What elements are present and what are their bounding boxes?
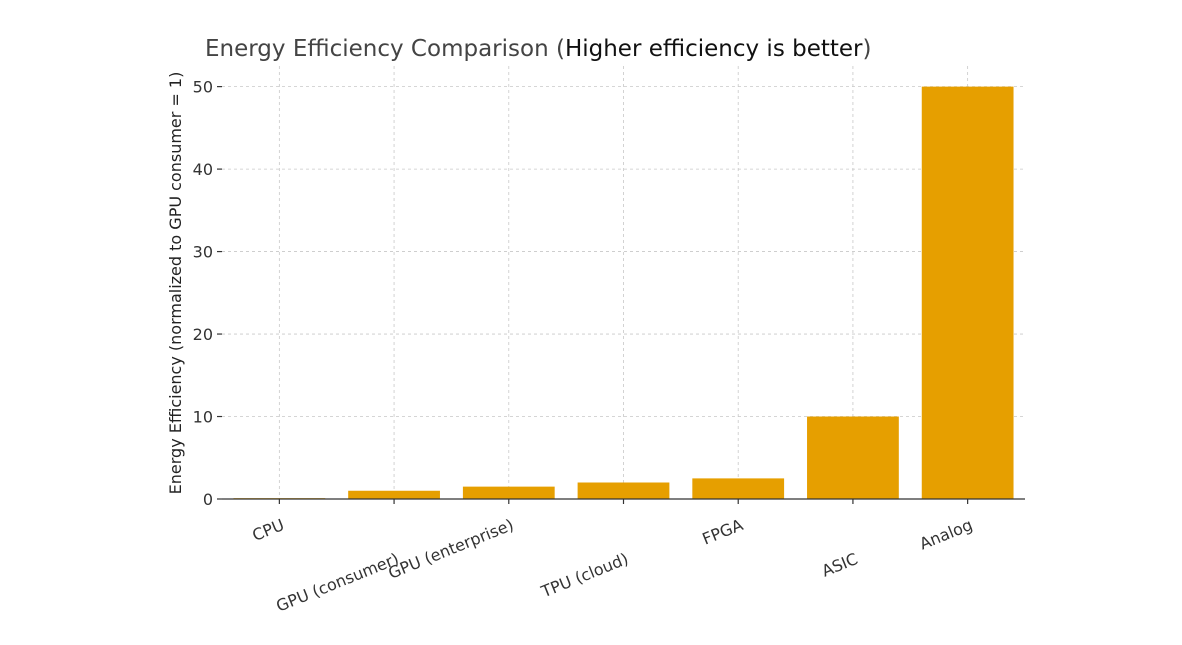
x-tick-label: CPU xyxy=(250,515,287,545)
y-tick-label: 20 xyxy=(193,325,213,344)
y-tick-label: 10 xyxy=(193,408,213,427)
x-tick-label: GPU (consumer) xyxy=(273,549,401,616)
bars-layer xyxy=(233,86,1014,499)
y-axis-title: Energy Efficiency (normalized to GPU con… xyxy=(166,72,185,495)
bar xyxy=(462,486,555,499)
x-tick-label: ASIC xyxy=(819,549,860,580)
chart-title-close: ) xyxy=(863,36,872,62)
y-tick-label: 0 xyxy=(203,490,213,509)
x-tick-label: Analog xyxy=(917,515,975,553)
x-tick-label: FPGA xyxy=(699,515,745,548)
x-ticks: CPU GPU (consumer)GPU (enterprise) TPU (cl… xyxy=(250,499,975,616)
x-tick-label: GPU (enterprise) xyxy=(386,515,517,583)
y-tick-label: 30 xyxy=(193,243,213,262)
chart-title: Energy Efficiency Comparison (Higher eff… xyxy=(205,36,872,62)
y-ticks: 0 10 20 30 40 50 xyxy=(193,78,222,509)
grid-layer xyxy=(222,66,1025,500)
bar xyxy=(921,86,1014,499)
y-tick-label: 50 xyxy=(193,78,213,97)
bar xyxy=(807,416,899,499)
bar xyxy=(577,482,670,499)
chart-title-emphasis: Higher efficiency is better xyxy=(565,36,863,62)
chart-title-main: Energy Efficiency Comparison ( xyxy=(205,36,565,62)
bar xyxy=(692,478,785,499)
x-tick-label: TPU (cloud) xyxy=(538,549,631,601)
y-tick-label: 40 xyxy=(193,160,213,179)
bar xyxy=(348,490,440,499)
